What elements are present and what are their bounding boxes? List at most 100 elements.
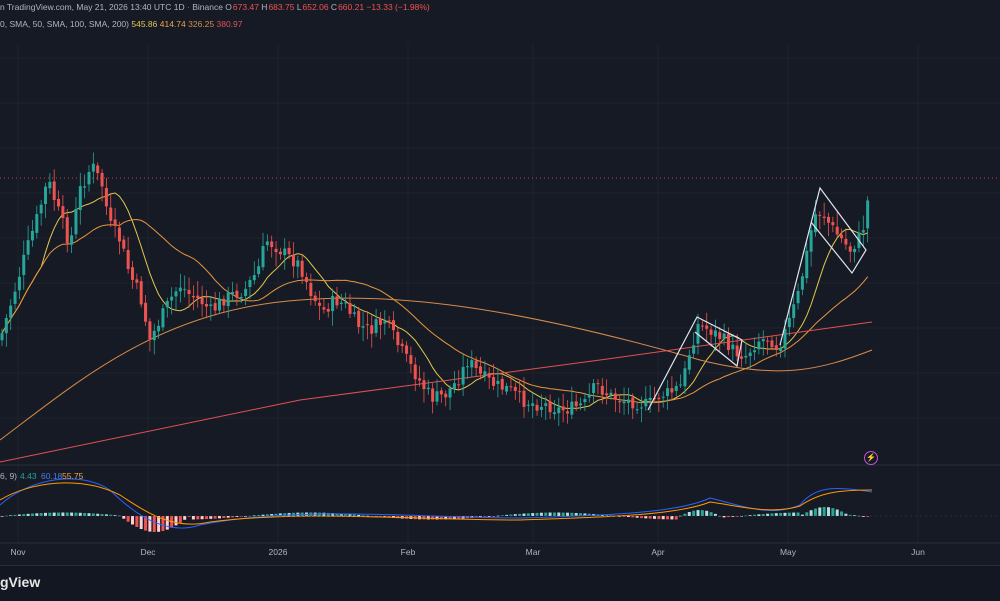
candle — [761, 330, 765, 356]
exchange-label: Binance — [192, 2, 223, 12]
candle — [122, 235, 126, 252]
macd-bar — [848, 514, 852, 516]
candle — [435, 379, 439, 406]
candle — [748, 348, 752, 369]
macd-bar — [518, 513, 522, 516]
macd-bar — [135, 516, 139, 527]
macd-bar — [452, 516, 456, 519]
candle — [405, 341, 409, 362]
candle — [61, 194, 65, 229]
candle — [626, 387, 630, 415]
candle — [600, 378, 604, 404]
macd-bar — [48, 512, 52, 516]
time-axis-label: Apr — [651, 547, 664, 557]
candle — [709, 325, 713, 347]
macd-bar — [235, 516, 239, 517]
bull-flag-pattern-1[interactable] — [647, 316, 743, 411]
macd-bar — [618, 516, 622, 517]
candle — [331, 288, 335, 326]
candle — [283, 238, 287, 270]
candle — [139, 276, 143, 308]
macd-bar — [126, 516, 130, 522]
macd-bar — [635, 516, 639, 518]
macd-bar — [492, 516, 496, 517]
candle — [544, 396, 548, 420]
candle — [91, 152, 95, 184]
macd-bar — [809, 510, 813, 516]
candle — [461, 353, 465, 396]
candle — [239, 292, 243, 303]
macd-bar — [479, 516, 482, 518]
candle — [152, 323, 156, 355]
candle — [805, 242, 809, 284]
candle — [352, 303, 356, 317]
macd-bar — [770, 513, 774, 516]
macd-bar — [700, 510, 704, 516]
candle — [439, 387, 443, 403]
macd-bar — [722, 516, 726, 518]
candle — [657, 393, 661, 413]
macd-bar — [161, 516, 165, 531]
price-chart[interactable]: Nov Dec 2026 Feb Mar Apr May Jun 6, 9) 4.43 60.… — [0, 0, 1000, 565]
high-label: H — [261, 2, 268, 12]
macd-line — [0, 478, 873, 529]
candle — [78, 172, 82, 225]
macd-bar — [244, 516, 248, 517]
candle — [17, 267, 21, 300]
candle — [165, 297, 169, 318]
macd-bar — [522, 513, 526, 516]
close-value: 660.21 — [338, 2, 365, 12]
macd-params: 6, 9) — [0, 471, 17, 481]
time-axis-label: Mar — [526, 547, 541, 557]
macd-bar — [639, 516, 643, 519]
macd-bar — [218, 516, 221, 519]
macd-bar — [661, 516, 665, 520]
candle — [518, 379, 522, 403]
tradingview-logo[interactable]: gView — [0, 574, 41, 590]
time-axis[interactable]: Nov Dec 2026 Feb Mar Apr May Jun — [10, 547, 925, 557]
candle — [296, 255, 300, 279]
macd-bar — [513, 514, 517, 516]
candle — [409, 346, 413, 374]
time-axis-label: Nov — [10, 547, 26, 557]
candle — [70, 226, 74, 253]
candle — [357, 306, 361, 334]
candle — [365, 311, 369, 340]
low-label: L — [296, 2, 302, 12]
macd-bar — [117, 515, 121, 517]
lightning-icon[interactable]: ⚡ — [864, 451, 878, 465]
macd-bar — [183, 516, 187, 520]
candle — [361, 311, 365, 342]
candle — [848, 242, 852, 263]
macd-bar — [496, 515, 500, 517]
candle — [244, 281, 248, 306]
candle — [465, 358, 469, 380]
close-label: C — [330, 2, 338, 12]
candle — [774, 336, 778, 357]
macd-bar — [583, 513, 587, 516]
candle — [344, 292, 348, 309]
macd-bar — [709, 512, 713, 516]
candle — [396, 327, 400, 353]
candle — [613, 388, 617, 413]
macd-bar — [226, 516, 230, 518]
candle — [374, 308, 378, 337]
candle — [779, 344, 783, 358]
candle — [57, 190, 61, 211]
candle — [426, 379, 430, 395]
interval-label[interactable]: 1D — [173, 2, 185, 12]
candle — [318, 290, 322, 320]
candle — [492, 363, 496, 391]
macd-bar — [844, 513, 848, 516]
bull-flag-pattern-2[interactable] — [779, 186, 867, 346]
macd-bar — [96, 513, 100, 516]
candle — [822, 202, 826, 226]
candle — [687, 349, 691, 375]
ma-value-2: 326.25 — [188, 19, 215, 29]
candle — [505, 382, 509, 395]
macd-bar — [648, 516, 652, 519]
macd-bar — [365, 515, 369, 517]
macd-bar — [552, 512, 556, 516]
macd-bar — [813, 508, 817, 516]
